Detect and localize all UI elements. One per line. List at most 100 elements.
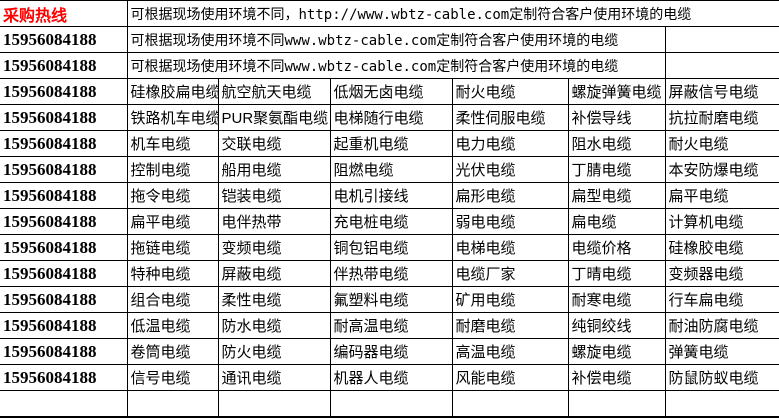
table-row: 15956084188 组合电缆 柔性电缆 氟塑料电缆 矿用电缆 耐寒电缆 行车… (0, 286, 779, 313)
cable-type-cell: 机车电缆 (126, 130, 219, 157)
cable-type-cell: 丁晴电缆 (567, 260, 666, 287)
cable-type-cell: 耐油防腐电缆 (664, 312, 779, 339)
table-row: 15956084188 铁路机车电缆 PUR聚氨酯电缆 电梯随行电缆 柔性伺服电… (0, 104, 779, 131)
cable-type-cell: 矿用电缆 (451, 286, 569, 313)
table-row: 15956084188 可根据现场使用环境不同www.wbtz-cable.co… (0, 52, 779, 79)
cable-type-cell: 风能电缆 (451, 364, 569, 391)
cable-type-cell: 扁平电缆 (126, 208, 219, 235)
empty-cell (217, 390, 331, 418)
table-row: 15956084188 信号电缆 通讯电缆 机器人电缆 风能电缆 补偿电缆 防鼠… (0, 364, 779, 391)
phone-number: 15956084188 (0, 260, 128, 287)
table-row: 15956084188 硅橡胶扁电缆 航空航天电缆 低烟无卤电缆 耐火电缆 螺旋… (0, 78, 779, 105)
cable-type-cell: 航空航天电缆 (217, 78, 331, 105)
cable-type-cell: 扁型电缆 (567, 182, 666, 209)
empty-cell (664, 52, 779, 79)
cable-type-cell: 控制电缆 (126, 156, 219, 183)
cable-type-cell: 耐火电缆 (451, 78, 569, 105)
phone-number: 15956084188 (0, 156, 128, 183)
cable-type-cell: 纯铜绞线 (567, 312, 666, 339)
cable-type-cell: 阻水电缆 (567, 130, 666, 157)
cable-type-cell: 抗拉耐磨电缆 (664, 104, 779, 131)
empty-cell (567, 390, 666, 418)
cable-type-cell: 信号电缆 (126, 364, 219, 391)
cable-type-cell: 柔性伺服电缆 (451, 104, 569, 131)
hotline-label: 采购热线 (0, 0, 128, 27)
cable-type-cell: 通讯电缆 (217, 364, 331, 391)
cable-type-cell: 电缆价格 (567, 234, 666, 261)
phone-number: 15956084188 (0, 234, 128, 261)
banner-text: 可根据现场使用环境不同www.wbtz-cable.com定制符合客户使用环境的… (126, 52, 666, 79)
cable-type-cell: 屏蔽电缆 (217, 260, 331, 287)
cable-type-cell: 防火电缆 (217, 338, 331, 365)
cable-type-cell: 起重机电缆 (329, 130, 453, 157)
banner-text: 可根据现场使用环境不同www.wbtz-cable.com定制符合客户使用环境的… (126, 26, 666, 53)
cable-type-cell: 卷筒电缆 (126, 338, 219, 365)
cable-type-cell: 编码器电缆 (329, 338, 453, 365)
phone-number: 15956084188 (0, 208, 128, 235)
cable-type-cell: 弱电电缆 (451, 208, 569, 235)
cable-type-cell: 行车扁电缆 (664, 286, 779, 313)
cable-type-cell: 低烟无卤电缆 (329, 78, 453, 105)
cable-type-cell: 拖令电缆 (126, 182, 219, 209)
phone-number: 15956084188 (0, 286, 128, 313)
phone-number: 15956084188 (0, 104, 128, 131)
cable-type-cell: 组合电缆 (126, 286, 219, 313)
cable-type-cell: 屏蔽信号电缆 (664, 78, 779, 105)
cable-type-cell: 氟塑料电缆 (329, 286, 453, 313)
cable-type-cell: 补偿电缆 (567, 364, 666, 391)
empty-cell (0, 390, 128, 418)
cable-type-cell: 电梯电缆 (451, 234, 569, 261)
cable-type-cell: 变频电缆 (217, 234, 331, 261)
cable-type-cell: 本安防爆电缆 (664, 156, 779, 183)
table-row: 15956084188 扁平电缆 电伴热带 充电桩电缆 弱电电缆 扁电缆 计算机… (0, 208, 779, 235)
cable-type-cell: 船用电缆 (217, 156, 331, 183)
cable-type-cell: 计算机电缆 (664, 208, 779, 235)
cable-type-cell: 铁路机车电缆 (126, 104, 219, 131)
phone-number: 15956084188 (0, 26, 128, 53)
cable-type-cell: 特种电缆 (126, 260, 219, 287)
cable-type-cell: 拖链电缆 (126, 234, 219, 261)
phone-number: 15956084188 (0, 312, 128, 339)
banner-text: 可根据现场使用环境不同，http://www.wbtz-cable.com定制符… (126, 0, 779, 27)
cable-type-cell: 电力电缆 (451, 130, 569, 157)
cable-type-cell: 交联电缆 (217, 130, 331, 157)
cable-type-cell: 低温电缆 (126, 312, 219, 339)
cable-type-cell: 电缆厂家 (451, 260, 569, 287)
cable-type-cell: 扁平电缆 (664, 182, 779, 209)
phone-number: 15956084188 (0, 364, 128, 391)
table-row (0, 390, 779, 418)
cable-type-cell: 高温电缆 (451, 338, 569, 365)
cable-type-cell: 扁形电缆 (451, 182, 569, 209)
cable-type-cell: 硅橡胶扁电缆 (126, 78, 219, 105)
table-row: 采购热线 可根据现场使用环境不同，http://www.wbtz-cable.c… (0, 0, 779, 27)
cable-type-cell: 电机引接线 (329, 182, 453, 209)
cable-type-cell: 充电桩电缆 (329, 208, 453, 235)
cable-type-cell: 铠装电缆 (217, 182, 331, 209)
empty-cell (329, 390, 453, 418)
phone-number: 15956084188 (0, 182, 128, 209)
cable-type-cell: 电梯随行电缆 (329, 104, 453, 131)
cable-type-cell: 阻燃电缆 (329, 156, 453, 183)
cable-type-cell: 伴热带电缆 (329, 260, 453, 287)
cable-type-cell: 耐火电缆 (664, 130, 779, 157)
table-row: 15956084188 卷筒电缆 防火电缆 编码器电缆 高温电缆 螺旋电缆 弹簧… (0, 338, 779, 365)
cable-type-cell: 丁腈电缆 (567, 156, 666, 183)
cable-type-cell: 光伏电缆 (451, 156, 569, 183)
cable-type-cell: 柔性电缆 (217, 286, 331, 313)
cable-type-cell: 螺旋电缆 (567, 338, 666, 365)
cable-type-cell: 耐寒电缆 (567, 286, 666, 313)
cable-type-cell: 弹簧电缆 (664, 338, 779, 365)
empty-cell (451, 390, 569, 418)
table-row: 15956084188 控制电缆 船用电缆 阻燃电缆 光伏电缆 丁腈电缆 本安防… (0, 156, 779, 183)
cable-type-cell: 防水电缆 (217, 312, 331, 339)
table-row: 15956084188 低温电缆 防水电缆 耐高温电缆 耐磨电缆 纯铜绞线 耐油… (0, 312, 779, 339)
cable-type-cell: 电伴热带 (217, 208, 331, 235)
cable-type-cell: 铜包铝电缆 (329, 234, 453, 261)
cable-type-cell: 耐高温电缆 (329, 312, 453, 339)
cable-type-cell: 补偿导线 (567, 104, 666, 131)
table-row: 15956084188 特种电缆 屏蔽电缆 伴热带电缆 电缆厂家 丁晴电缆 变频… (0, 260, 779, 287)
cable-type-cell: 螺旋弹簧电缆 (567, 78, 666, 105)
phone-number: 15956084188 (0, 130, 128, 157)
phone-number: 15956084188 (0, 338, 128, 365)
